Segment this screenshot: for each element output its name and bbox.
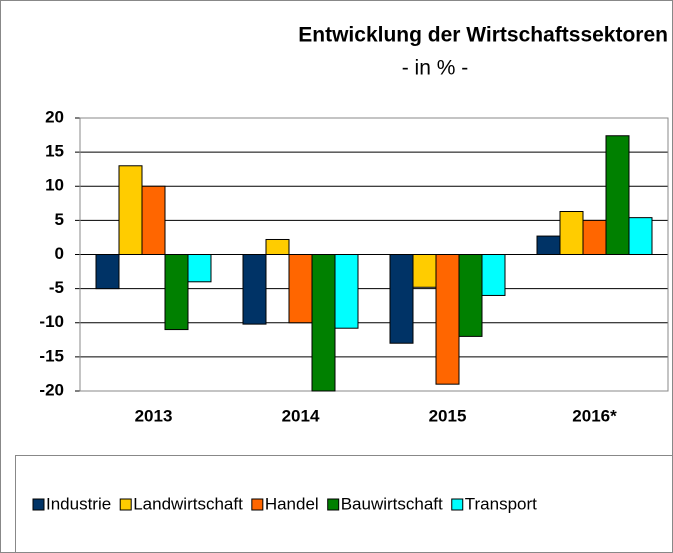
chart-subtitle: - in % - [402, 57, 469, 80]
bar [334, 254, 359, 329]
bar [311, 254, 336, 392]
chart-title: Entwicklung der Wirtschaftssektoren [298, 24, 668, 47]
plot-border [79, 117, 669, 392]
bar [187, 254, 212, 283]
bar [582, 219, 607, 255]
bar [141, 185, 166, 255]
x-tick-label: 2015 [429, 406, 467, 425]
legend-label: Industrie [46, 494, 111, 513]
bar [389, 254, 414, 344]
bar [288, 254, 313, 324]
bar [605, 135, 630, 255]
y-tick-label: -10 [39, 312, 64, 331]
bar [628, 217, 653, 256]
bar [242, 254, 267, 325]
bar [435, 254, 460, 385]
bar [118, 165, 143, 255]
legend-label: Bauwirtschaft [341, 494, 443, 513]
bar [265, 238, 290, 256]
legend-label: Handel [265, 494, 319, 513]
y-tick-label: 0 [55, 244, 64, 263]
y-tick-label: -20 [39, 380, 64, 399]
legend-label: Landwirtschaft [133, 494, 243, 513]
y-tick-label: 5 [55, 210, 64, 229]
x-tick-label: 2016* [572, 406, 617, 425]
bar [412, 254, 437, 288]
y-tick-label: 10 [45, 176, 64, 195]
legend-swatch [451, 498, 464, 511]
bar [481, 254, 506, 296]
x-tick-label: 2013 [135, 406, 173, 425]
bar [95, 254, 120, 290]
legend-swatch [119, 498, 132, 511]
y-tick-label: -15 [39, 346, 64, 365]
y-tick-label: -5 [49, 278, 64, 297]
bar [559, 211, 584, 256]
legend-label: Transport [465, 494, 537, 513]
x-tick-label: 2014 [282, 406, 320, 425]
bar [458, 254, 483, 337]
y-tick-label: 20 [45, 107, 64, 126]
bar [536, 235, 561, 255]
legend-swatch [32, 498, 45, 511]
legend-box [15, 455, 673, 553]
legend-swatch [251, 498, 264, 511]
legend-swatch [327, 498, 340, 511]
bar [164, 254, 189, 331]
y-tick-label: 15 [45, 142, 64, 161]
